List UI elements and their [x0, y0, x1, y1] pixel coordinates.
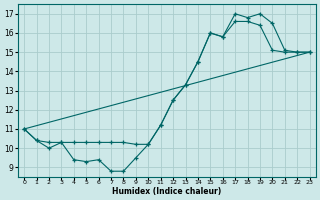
- X-axis label: Humidex (Indice chaleur): Humidex (Indice chaleur): [112, 187, 221, 196]
